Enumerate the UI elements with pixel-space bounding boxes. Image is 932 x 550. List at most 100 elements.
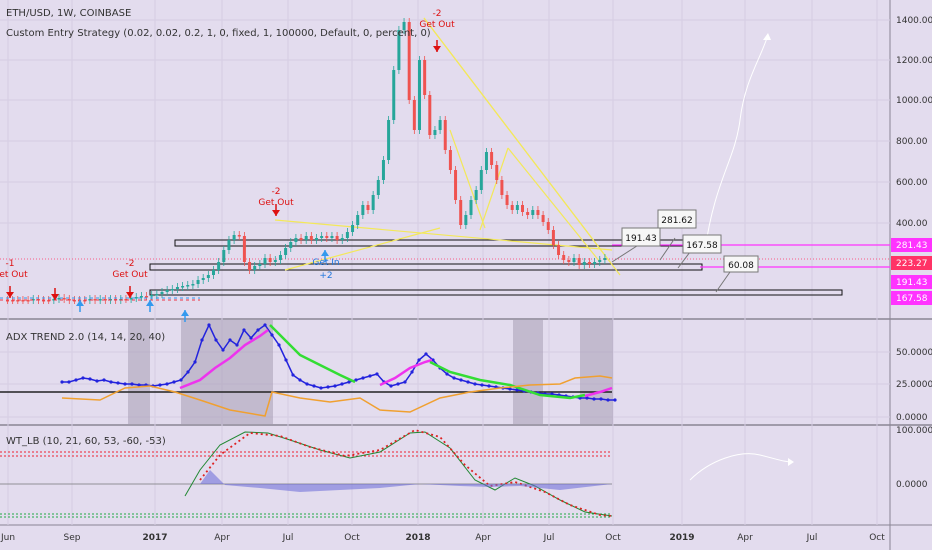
candle-body (57, 298, 61, 300)
adx-legend[interactable]: ADX TREND 2.0 (14, 14, 20, 40) (6, 332, 166, 343)
candle-body (268, 258, 272, 262)
candle-body (150, 295, 154, 297)
candle-body (145, 296, 149, 298)
adx-dot (326, 385, 330, 389)
price-tag: 281.43 (896, 241, 928, 251)
adx-dot (74, 378, 78, 382)
candle-body (356, 215, 360, 225)
price-tick: 800.00 (896, 137, 928, 147)
adx-range-4 (580, 320, 613, 424)
projection-arrow-head (763, 33, 771, 40)
candle-body (345, 232, 349, 238)
candle-body (407, 22, 411, 100)
adx-dot (585, 396, 589, 400)
price-tick: 600.00 (896, 178, 928, 188)
candle-body (330, 236, 334, 238)
candle-body (31, 299, 35, 301)
candle-body (438, 120, 442, 130)
adx-dot (389, 384, 393, 388)
strategy-legend[interactable]: Custom Entry Strategy (0.02, 0.02, 0.2, … (6, 28, 431, 39)
candle-body (299, 238, 303, 240)
callout-191[interactable]: 191.43 (611, 227, 661, 263)
adx-dot (424, 352, 428, 356)
candle-body (175, 287, 179, 289)
signal-label: Get Out (419, 20, 455, 30)
candle-body (567, 260, 571, 262)
candle-body (222, 250, 226, 262)
candle-body (459, 200, 463, 225)
candle-body (557, 245, 561, 255)
adx-dot (165, 382, 169, 386)
candle-body (484, 152, 488, 170)
adx-dot (88, 377, 92, 381)
adx-dot (515, 388, 519, 392)
adx-dot (459, 378, 463, 382)
trend-lines[interactable] (274, 17, 621, 276)
candle-body (191, 284, 195, 286)
candle-body (88, 299, 92, 301)
wt-lines[interactable] (184, 429, 613, 517)
adx-lines[interactable] (60, 323, 617, 417)
price-tick: 1000.00 (896, 96, 932, 106)
candle-body (129, 298, 133, 300)
adx-dot (473, 382, 477, 386)
candle-body (304, 236, 308, 240)
price-tick: 1400.00 (896, 16, 932, 26)
adx-dot (207, 323, 211, 327)
candle-body (474, 190, 478, 200)
candle-body (521, 205, 524, 212)
candle-body (371, 195, 375, 210)
signal-label: Get Out (112, 270, 148, 280)
adx-dot (109, 380, 113, 384)
signal-label: Get Out (0, 270, 28, 280)
adx-dot (263, 323, 267, 327)
signal-number: -2 (272, 187, 281, 197)
candle-body (160, 292, 164, 294)
signal-number: -2 (126, 259, 135, 269)
wt-axis[interactable]: 100.0000 0.0000 (896, 426, 932, 490)
adx-dot (403, 380, 407, 384)
callout-281[interactable]: 281.62 (657, 209, 697, 261)
signal-arrow-head (272, 210, 280, 216)
signal-number: -2 (433, 9, 442, 19)
wt-projection-arrow (689, 453, 793, 481)
adx-tick: 0.0000 (896, 413, 928, 423)
signal-arrow-head (181, 310, 189, 316)
candle-body (572, 258, 576, 262)
symbol-title[interactable]: ETH/USD, 1W, COINBASE (6, 8, 132, 19)
candle-body (217, 262, 221, 270)
price-candles[interactable] (0, 18, 607, 304)
time-tick: 2017 (142, 533, 167, 543)
price-axis[interactable]: 1400.00 1200.00 1000.00 800.00 600.00 400.00 (896, 16, 932, 229)
candle-body (315, 238, 318, 240)
signal-arrow-head (433, 46, 441, 52)
candle-body (351, 225, 355, 232)
callout-167[interactable]: 167.58 (677, 234, 722, 269)
candle-body (526, 212, 530, 215)
adx-dot (550, 392, 554, 396)
candle-body (546, 222, 550, 230)
candle-body (83, 300, 87, 302)
candle-body (495, 165, 499, 180)
adx-axis[interactable]: 50.0000 25.0000 0.0000 (896, 348, 932, 423)
adx-dot (102, 378, 106, 382)
wt-tick: 100.0000 (896, 426, 932, 436)
adx-dot (277, 343, 281, 347)
wt-legend[interactable]: WT_LB (10, 21, 60, 53, -60, -53) (6, 436, 166, 447)
adx-dot (172, 380, 176, 384)
callout-60[interactable]: 60.08 (715, 255, 759, 293)
adx-dot (200, 338, 204, 342)
candle-body (52, 299, 56, 301)
candle-body (510, 205, 514, 210)
candle-body (258, 264, 262, 266)
level-box-3[interactable] (149, 289, 843, 296)
time-tick: Oct (605, 533, 621, 543)
time-tick: Apr (475, 533, 491, 543)
candle-body (278, 255, 282, 260)
candle-body (237, 235, 241, 237)
time-axis[interactable]: Jun Sep 2017 Apr Jul Oct 2018 Apr Jul Oct 2019 Apr J… (0, 533, 885, 543)
candle-body (505, 195, 509, 205)
candle-body (412, 100, 416, 130)
